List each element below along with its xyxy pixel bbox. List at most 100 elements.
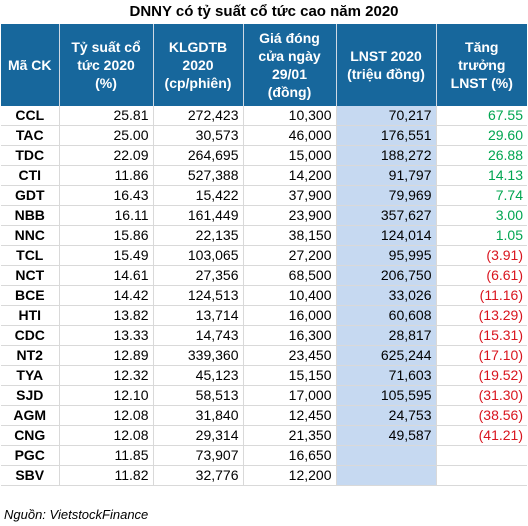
ticker-cell: SJD [1, 385, 60, 406]
close-price-cell: 21,350 [243, 425, 337, 446]
table-row: NT2 12.89 339,360 23,450 625,244 (17.10) [1, 345, 527, 366]
ticker-cell: GDT [1, 185, 60, 206]
avg-volume-cell: 73,907 [153, 445, 244, 466]
header-text: (%) [95, 75, 117, 91]
dividend-yield-cell: 25.00 [59, 125, 154, 146]
ticker-cell: CDC [1, 325, 60, 346]
avg-volume-cell: 339,360 [153, 345, 244, 366]
profit-growth-cell: (19.52) [436, 365, 527, 386]
close-price-cell: 15,000 [243, 145, 337, 166]
ticker-cell: AGM [1, 405, 60, 426]
avg-volume-cell: 13,714 [153, 305, 244, 326]
header-text: cửa ngày [258, 48, 321, 64]
dividend-yield-cell: 13.82 [59, 305, 154, 326]
profit-growth-cell: (38.56) [436, 405, 527, 426]
header-text: tức 2020 [77, 57, 135, 73]
close-price-cell: 16,650 [243, 445, 337, 466]
avg-volume-cell: 27,356 [153, 265, 244, 286]
net-profit-cell: 49,587 [336, 425, 437, 446]
close-price-cell: 10,400 [243, 285, 337, 306]
profit-growth-cell: (11.16) [436, 285, 527, 306]
table-row: CCL 25.81 272,423 10,300 70,217 67.55 [1, 106, 527, 126]
header-text: Tỷ suất cổ [71, 39, 141, 55]
table-row: SBV 11.82 32,776 12,200 [1, 465, 527, 486]
close-price-cell: 38,150 [243, 225, 337, 246]
ticker-cell: NCT [1, 265, 60, 286]
table-row: BCE 14.42 124,513 10,400 33,026 (11.16) [1, 285, 527, 306]
dividend-yield-cell: 22.09 [59, 145, 154, 166]
ticker-cell: SBV [1, 465, 60, 486]
avg-volume-cell: 161,449 [153, 205, 244, 226]
dividend-yield-cell: 12.89 [59, 345, 154, 366]
net-profit-cell: 95,995 [336, 245, 437, 266]
close-price-cell: 37,900 [243, 185, 337, 206]
dividend-table: Mã CK Tỷ suất cổ tức 2020 (%) KLGDTB 2020 (cp/… [1, 24, 527, 486]
profit-growth-cell: (31.30) [436, 385, 527, 406]
avg-volume-cell: 58,513 [153, 385, 244, 406]
net-profit-cell: 176,551 [336, 125, 437, 146]
avg-volume-cell: 124,513 [153, 285, 244, 306]
table-title: DNNY có tỷ suất cổ tức cao năm 2020 [129, 3, 399, 20]
close-price-cell: 17,000 [243, 385, 337, 406]
avg-volume-cell: 527,388 [153, 165, 244, 186]
header-dividend-yield: Tỷ suất cổ tức 2020 (%) [59, 24, 154, 106]
table-row: PGC 11.85 73,907 16,650 [1, 445, 527, 466]
header-row: Mã CK Tỷ suất cổ tức 2020 (%) KLGDTB 2020 (cp/… [1, 24, 527, 106]
table-row: TYA 12.32 45,123 15,150 71,603 (19.52) [1, 365, 527, 386]
table-row: HTI 13.82 13,714 16,000 60,608 (13.29) [1, 305, 527, 326]
table-row: AGM 12.08 31,840 12,450 24,753 (38.56) [1, 405, 527, 426]
header-text: 29/01 [271, 66, 308, 82]
avg-volume-cell: 45,123 [153, 365, 244, 386]
close-price-cell: 16,000 [243, 305, 337, 326]
profit-growth-cell: 29.60 [436, 125, 527, 146]
header-text: KLGDTB [168, 39, 228, 55]
avg-volume-cell: 103,065 [153, 245, 244, 266]
dividend-yield-cell: 14.61 [59, 265, 154, 286]
ticker-cell: CNG [1, 425, 60, 446]
header-net-profit: LNST 2020 (triệu đồng) [336, 24, 437, 106]
net-profit-cell: 71,603 [336, 365, 437, 386]
dividend-yield-cell: 12.32 [59, 365, 154, 386]
header-text: LNST (%) [450, 75, 513, 91]
profit-growth-cell: (41.21) [436, 425, 527, 446]
avg-volume-cell: 22,135 [153, 225, 244, 246]
close-price-cell: 12,450 [243, 405, 337, 426]
header-text: Giá đóng [259, 30, 320, 46]
close-price-cell: 23,900 [243, 205, 337, 226]
table-row: SJD 12.10 58,513 17,000 105,595 (31.30) [1, 385, 527, 406]
profit-growth-cell: 26.88 [436, 145, 527, 166]
net-profit-cell: 79,969 [336, 185, 437, 206]
header-text: 2020 [182, 57, 214, 73]
avg-volume-cell: 29,314 [153, 425, 244, 446]
profit-growth-cell: (17.10) [436, 345, 527, 366]
profit-growth-cell [436, 465, 527, 486]
profit-growth-cell [436, 445, 527, 466]
dividend-yield-cell: 12.10 [59, 385, 154, 406]
net-profit-cell: 206,750 [336, 265, 437, 286]
header-text: (cp/phiên) [164, 75, 232, 91]
avg-volume-cell: 264,695 [153, 145, 244, 166]
dividend-yield-cell: 11.82 [59, 465, 154, 486]
net-profit-cell: 124,014 [336, 225, 437, 246]
profit-growth-cell: (13.29) [436, 305, 527, 326]
ticker-cell: TCL [1, 245, 60, 266]
header-text: LNST 2020 [350, 48, 422, 64]
dividend-yield-cell: 15.86 [59, 225, 154, 246]
net-profit-cell [336, 465, 437, 486]
ticker-cell: TAC [1, 125, 60, 146]
table-row: GDT 16.43 15,422 37,900 79,969 7.74 [1, 185, 527, 206]
table-row: TCL 15.49 103,065 27,200 95,995 (3.91) [1, 245, 527, 266]
table-row: NNC 15.86 22,135 38,150 124,014 1.05 [1, 225, 527, 246]
ticker-cell: NT2 [1, 345, 60, 366]
avg-volume-cell: 272,423 [153, 106, 244, 126]
header-close-price: Giá đóng cửa ngày 29/01 (đồng) [243, 24, 337, 106]
ticker-cell: TDC [1, 145, 60, 166]
header-text: trưởng [458, 57, 506, 73]
net-profit-cell: 625,244 [336, 345, 437, 366]
dividend-yield-cell: 11.86 [59, 165, 154, 186]
close-price-cell: 27,200 [243, 245, 337, 266]
close-price-cell: 46,000 [243, 125, 337, 146]
close-price-cell: 12,200 [243, 465, 337, 486]
dividend-yield-cell: 12.08 [59, 405, 154, 426]
profit-growth-cell: 7.74 [436, 185, 527, 206]
